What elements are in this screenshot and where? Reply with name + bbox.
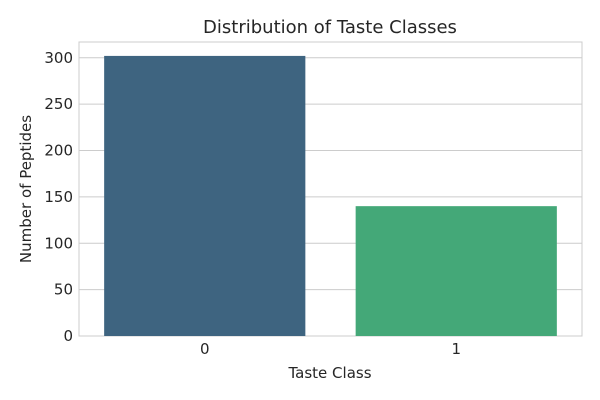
y-tick-label: 100 (44, 234, 73, 252)
x-tick-label: 1 (451, 340, 461, 358)
y-tick-label: 50 (54, 281, 73, 299)
chart-title: Distribution of Taste Classes (203, 17, 457, 38)
x-tick-label: 0 (200, 340, 210, 358)
y-tick-label: 300 (44, 49, 73, 67)
y-tick-label: 200 (44, 142, 73, 160)
y-tick-label: 150 (44, 188, 73, 206)
y-axis-ticks: 0 50 100 150 200 250 300 (44, 49, 73, 345)
bar-1 (355, 206, 557, 336)
y-axis-label: Number of Peptides (17, 115, 35, 263)
y-tick-label: 250 (44, 95, 73, 113)
y-tick-label: 0 (63, 327, 73, 345)
x-axis-label: Taste Class (287, 364, 371, 382)
bar-0 (104, 55, 306, 336)
bars (104, 55, 557, 336)
